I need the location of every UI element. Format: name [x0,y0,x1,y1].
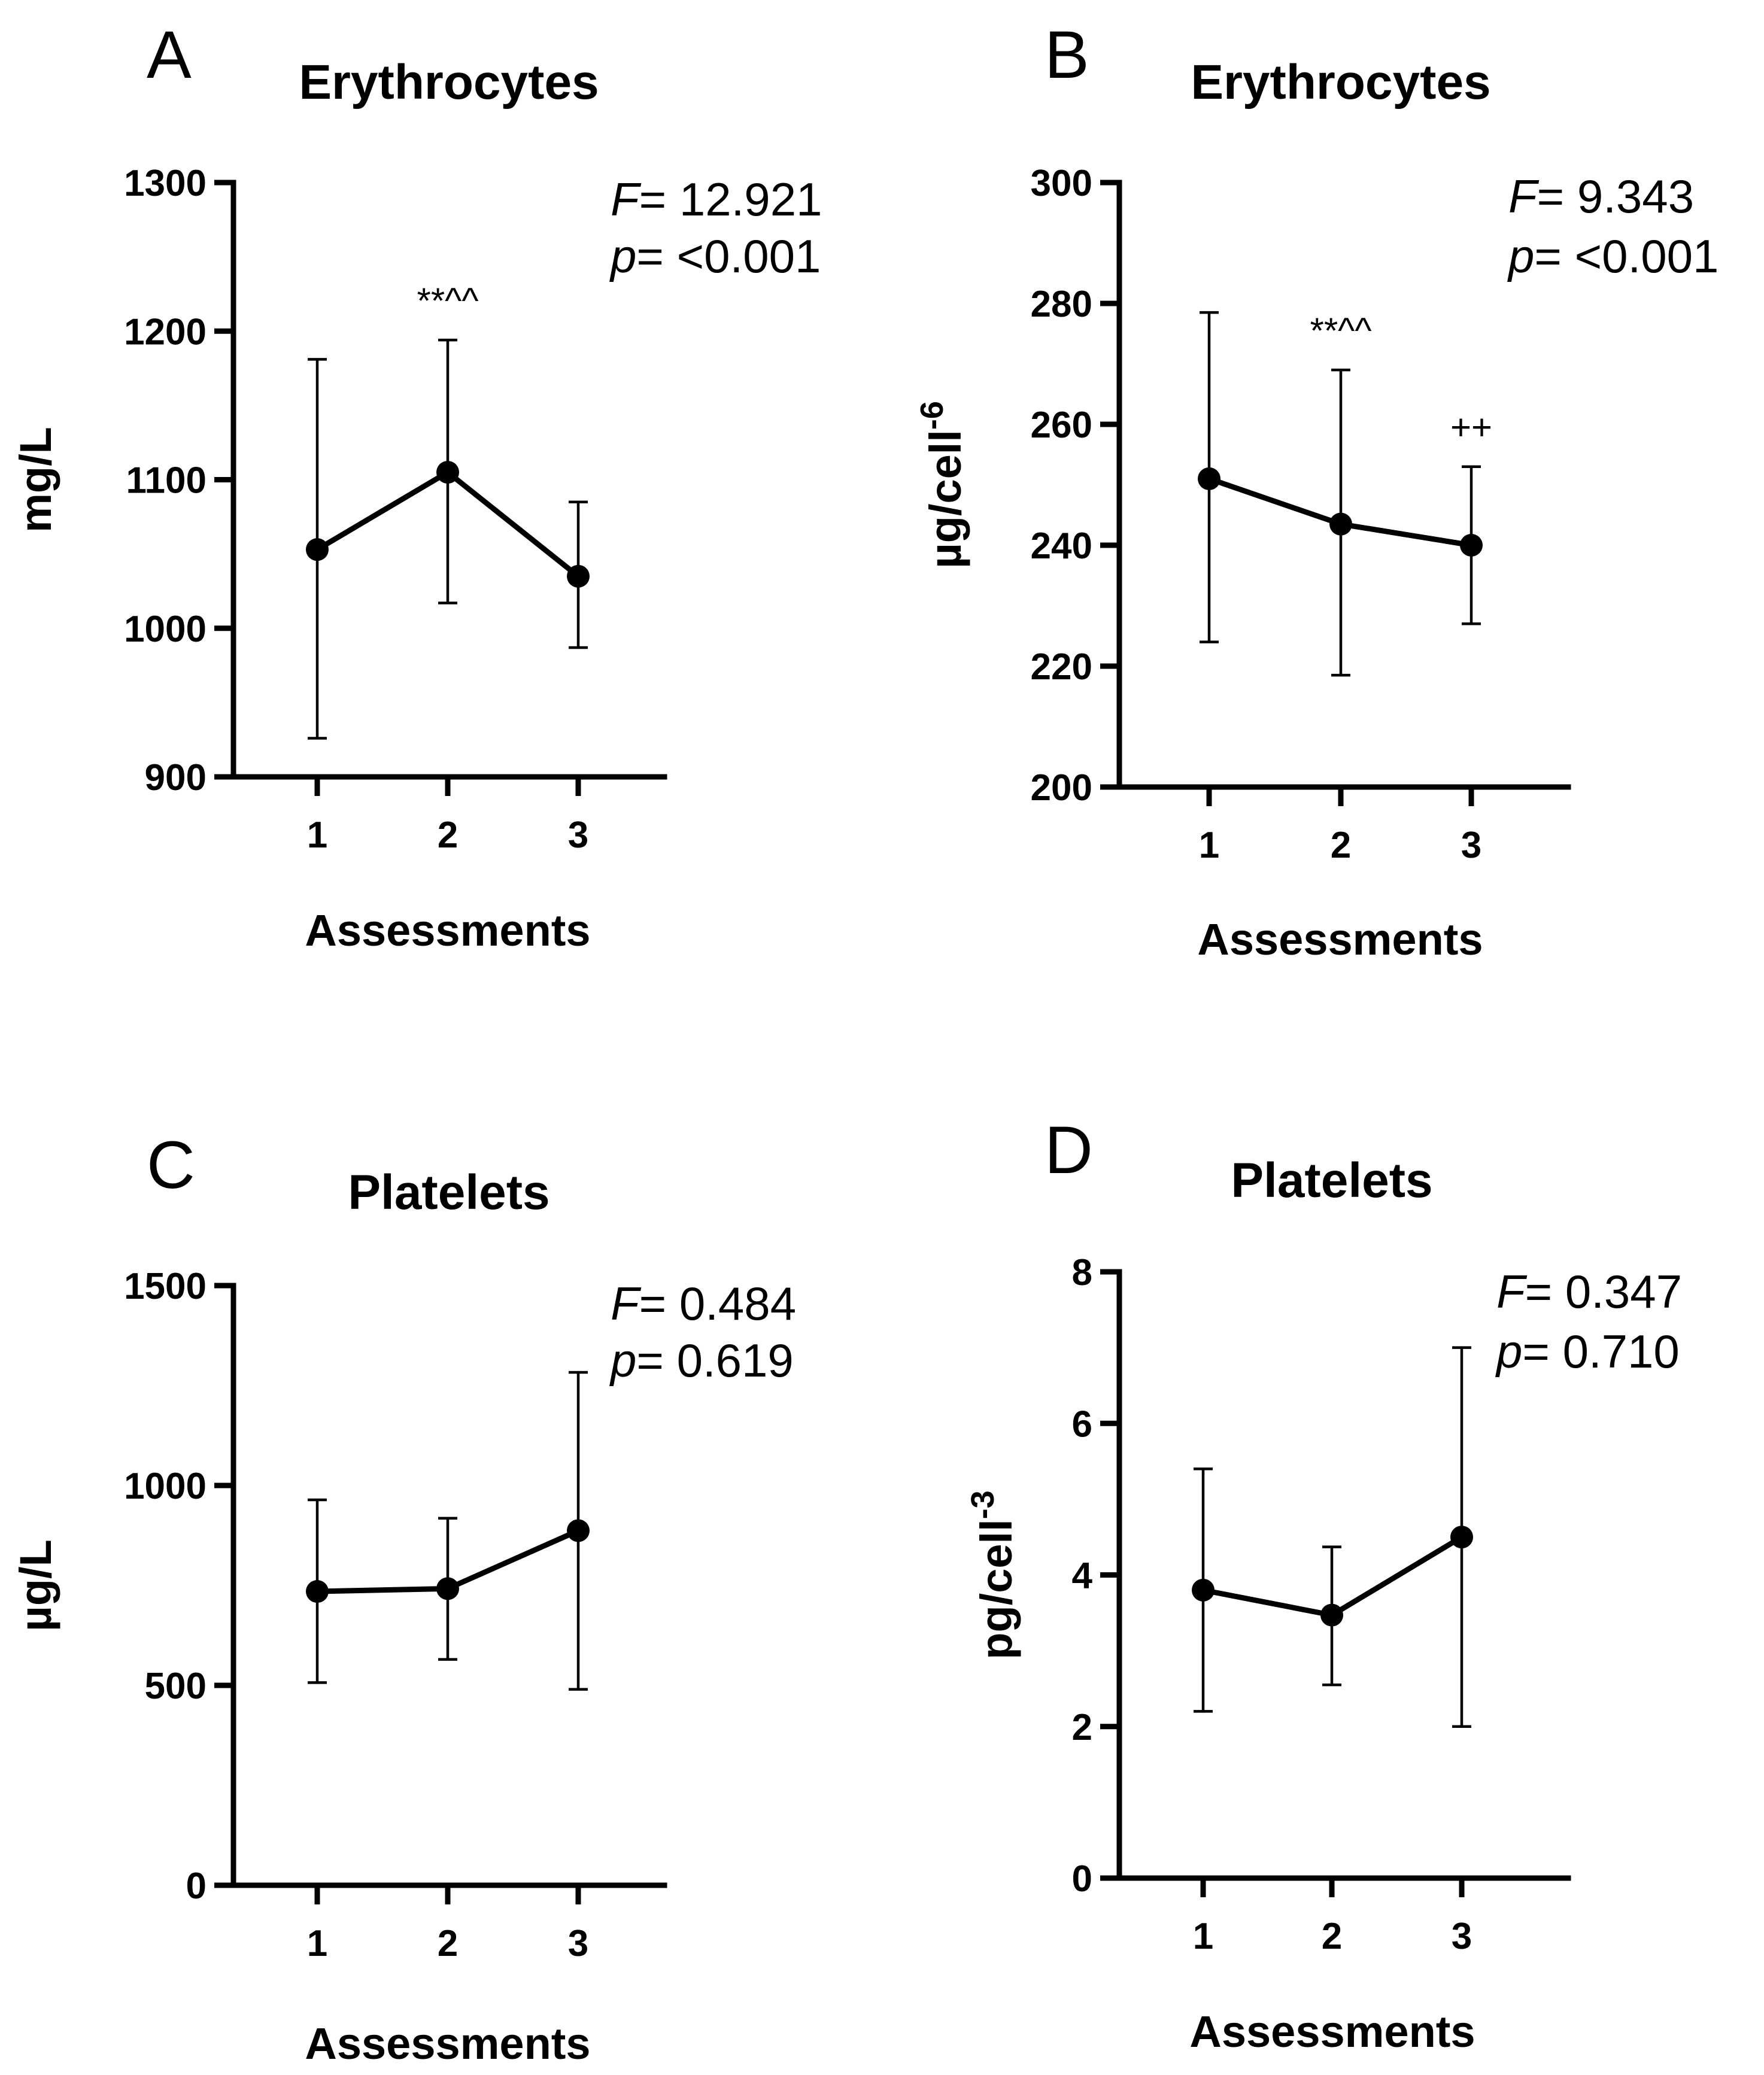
data-point [436,461,459,484]
data-point [436,1577,459,1600]
x-tick-label: 2 [438,1923,458,1964]
p-value: p= 0.619 [609,1334,794,1387]
f-label: F [611,1277,642,1330]
y-axis-title-superscript: -6 [914,401,950,430]
p-label: p [1507,230,1534,282]
y-tick-label: 1200 [124,311,207,353]
x-axis-title: Assessments [1197,915,1483,964]
f-statistic: F= 12.921 [611,173,822,226]
y-axis-title-superscript: -3 [965,1490,1001,1519]
y-tick-label: 1300 [124,163,207,204]
significance-annotation: **^^ [417,281,478,321]
data-point [1192,1578,1215,1602]
x-tick-label: 3 [1461,825,1481,866]
p-value: p= <0.001 [1507,230,1719,282]
f-value: = 0.484 [639,1277,796,1330]
x-tick-label: 1 [307,815,327,856]
chart-title: Erythrocytes [1191,55,1490,110]
f-label: F [1508,170,1540,223]
x-tick-label: 2 [1331,825,1351,866]
f-label: F [611,173,642,226]
x-tick-label: 2 [1322,1916,1342,1957]
x-tick-label: 2 [438,815,458,856]
f-value: = 9.343 [1537,170,1694,223]
y-tick-label: 300 [1031,163,1092,204]
y-tick-label: 1000 [124,1466,207,1507]
significance-annotation: ++ [1450,408,1492,448]
panel-letter: A [147,17,192,92]
x-tick-label: 1 [1199,825,1219,866]
y-tick-label: 6 [1072,1403,1092,1445]
x-axis-title: Assessments [305,2019,590,2068]
p-label: p [609,230,636,282]
panel-letter: B [1045,17,1089,92]
f-statistic: F= 0.347 [1496,1265,1682,1318]
y-tick-label: 1100 [126,460,207,502]
y-tick-label: 8 [1072,1252,1092,1293]
chart-title: Platelets [348,1165,549,1220]
y-axis-title: µg/L [11,1539,60,1632]
p-value: p= <0.001 [609,230,821,282]
x-axis-title: Assessments [305,906,590,955]
y-tick-label: 900 [145,757,207,798]
y-tick-label: 1000 [124,609,207,650]
data-point [567,564,590,588]
p-value-text: = <0.001 [636,230,821,282]
x-tick-label: 1 [1193,1916,1213,1957]
data-point [567,1519,590,1542]
p-value-text: = 0.710 [1522,1325,1679,1378]
data-point [306,1580,329,1603]
panel-letter: D [1045,1113,1093,1187]
data-point [306,538,329,561]
x-tick-label: 3 [1452,1916,1472,1957]
y-tick-label: 4 [1072,1556,1093,1597]
x-axis-title: Assessments [1189,2007,1475,2056]
significance-annotation: **^^ [1310,311,1371,351]
data-point [1320,1603,1343,1627]
y-axis-title: pg/cell-3 [965,1490,1021,1659]
f-value: = 12.921 [639,173,822,226]
x-tick-label: 1 [307,1923,327,1964]
panel-a: A Erythrocytes 900 1000 1100 1200 1300 1 2 3 Asses… [11,17,822,955]
p-value-text: = 0.619 [636,1334,793,1387]
x-tick-label: 3 [568,1923,588,1964]
f-label: F [1496,1265,1528,1318]
f-value: = 0.347 [1525,1265,1682,1318]
p-value: p= 0.710 [1495,1325,1680,1378]
chart-title: Platelets [1231,1153,1432,1208]
data-point [1460,534,1483,557]
p-value-text: = <0.001 [1534,230,1719,282]
data-point [1198,467,1220,490]
y-tick-label: 2 [1072,1707,1092,1748]
y-tick-label: 0 [1072,1858,1092,1900]
panel-c: C Platelets 0 500 1000 1500 1 2 3 Assessments µg/L… [11,1128,796,2068]
y-tick-label: 240 [1031,525,1092,567]
f-statistic: F= 9.343 [1508,170,1694,223]
panel-b: B Erythrocytes 200 220 240 260 280 300 1 2 3 Assess… [914,17,1719,964]
x-tick-label: 3 [568,815,588,856]
p-label: p [1495,1325,1522,1378]
y-tick-label: 500 [145,1666,207,1707]
y-tick-label: 0 [186,1866,207,1907]
panel-letter: C [147,1128,195,1202]
y-tick-label: 220 [1031,646,1092,688]
y-axis-title: µg/cell-6 [914,401,970,569]
f-statistic: F= 0.484 [611,1277,796,1330]
y-tick-label: 260 [1031,405,1092,446]
y-tick-label: 280 [1031,284,1092,325]
data-point [1329,512,1352,536]
y-tick-label: 1500 [124,1266,207,1307]
y-axis-title: mg/L [11,427,60,533]
y-tick-label: 200 [1031,767,1092,809]
chart-title: Erythrocytes [299,55,599,110]
p-label: p [609,1334,636,1387]
data-point [1450,1526,1473,1549]
